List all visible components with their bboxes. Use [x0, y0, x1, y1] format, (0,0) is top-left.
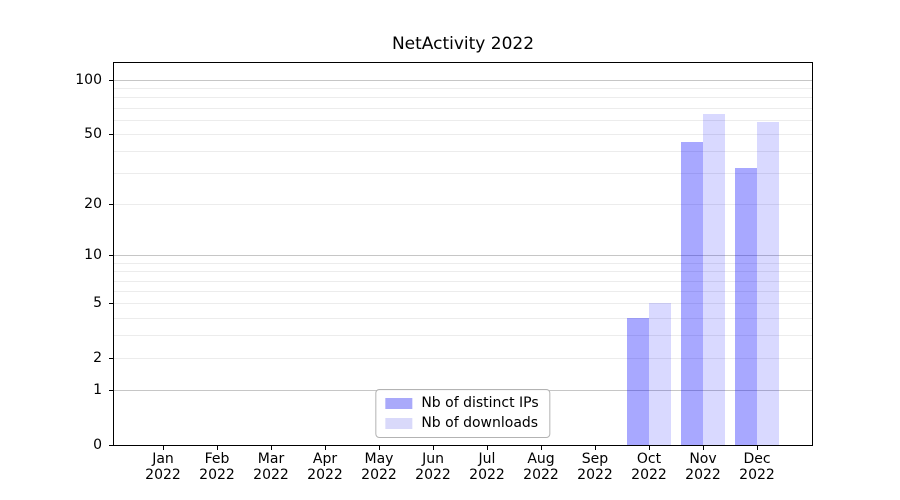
x-tick-mark	[541, 445, 542, 450]
x-tick-mark	[379, 445, 380, 450]
y-tick-mark	[109, 133, 113, 135]
y-tick-label-50: 50	[84, 125, 102, 142]
x-tick-label-dec: Dec 2022	[739, 451, 775, 483]
minor-gridline	[114, 262, 812, 264]
y-tick-label-5: 5	[93, 295, 102, 312]
x-tick-label-may: May 2022	[361, 451, 397, 483]
x-tick-mark	[595, 445, 596, 450]
y-tick-label-1: 1	[93, 382, 102, 399]
legend-entry-downloads: Nb of downloads	[385, 415, 538, 432]
minor-gridline	[114, 335, 812, 337]
x-tick-mark	[757, 445, 758, 450]
major-gridline	[114, 255, 812, 257]
x-tick-label-jan: Jan 2022	[145, 451, 181, 483]
minor-gridline	[114, 151, 812, 153]
bar-distinct-ips-nov	[681, 142, 703, 445]
bar-downloads-nov	[703, 113, 725, 445]
y-tick-mark	[109, 445, 113, 446]
x-tick-mark	[703, 445, 704, 450]
legend-label-distinct-ips: Nb of distinct IPs	[421, 395, 539, 411]
y-tick-mark	[109, 204, 113, 206]
bars-layer	[114, 63, 812, 445]
minor-gridline	[114, 97, 812, 99]
legend-label-downloads: Nb of downloads	[421, 415, 539, 431]
y-tick-label-10: 10	[84, 247, 102, 264]
y-tick-mark	[109, 303, 113, 305]
x-tick-mark	[271, 445, 272, 450]
x-tick-mark	[433, 445, 434, 450]
chart-title: NetActivity 2022	[391, 34, 535, 54]
minor-gridline	[114, 88, 812, 90]
x-tick-mark	[217, 445, 218, 450]
minor-gridline	[114, 303, 812, 305]
minor-gridline	[114, 204, 812, 206]
x-tick-label-apr: Apr 2022	[307, 451, 343, 483]
legend: Nb of distinct IPs Nb of downloads	[375, 389, 551, 438]
y-tick-label-20: 20	[84, 196, 102, 213]
x-tick-mark	[163, 445, 164, 450]
x-tick-label-jul: Jul 2022	[469, 451, 505, 483]
x-tick-label-nov: Nov 2022	[685, 451, 721, 483]
bar-downloads-dec	[757, 122, 779, 445]
bar-downloads-oct	[649, 303, 671, 445]
minor-gridline	[114, 280, 812, 282]
y-tick-label-2: 2	[93, 350, 102, 367]
minor-gridline	[114, 133, 812, 135]
x-tick-label-sep: Sep 2022	[577, 451, 613, 483]
x-tick-mark	[487, 445, 488, 450]
plot-area: Nb of distinct IPs Nb of downloads	[113, 62, 813, 446]
x-tick-label-feb: Feb 2022	[199, 451, 235, 483]
x-tick-label-aug: Aug 2022	[523, 451, 559, 483]
minor-gridline	[114, 317, 812, 319]
y-tick-label-0: 0	[93, 437, 102, 453]
legend-entry-distinct-ips: Nb of distinct IPs	[385, 395, 539, 412]
minor-gridline	[114, 358, 812, 360]
x-tick-label-mar: Mar 2022	[253, 451, 289, 483]
x-tick-label-jun: Jun 2022	[415, 451, 451, 483]
y-tick-mark	[109, 79, 113, 81]
y-tick-mark	[109, 390, 113, 392]
bar-distinct-ips-dec	[735, 168, 757, 445]
minor-gridline	[114, 271, 812, 273]
bar-distinct-ips-oct	[627, 317, 649, 445]
y-tick-label-100: 100	[75, 71, 102, 88]
minor-gridline	[114, 119, 812, 121]
minor-gridline	[114, 173, 812, 175]
minor-gridline	[114, 291, 812, 292]
x-tick-label-oct: Oct 2022	[631, 451, 667, 483]
y-tick-mark	[109, 255, 113, 257]
legend-swatch-downloads	[385, 418, 413, 429]
minor-gridline	[114, 107, 812, 109]
x-tick-mark	[649, 445, 650, 450]
legend-swatch-distinct-ips	[385, 398, 413, 409]
x-tick-mark	[325, 445, 326, 450]
major-gridline	[114, 79, 812, 81]
y-tick-mark	[109, 358, 113, 360]
